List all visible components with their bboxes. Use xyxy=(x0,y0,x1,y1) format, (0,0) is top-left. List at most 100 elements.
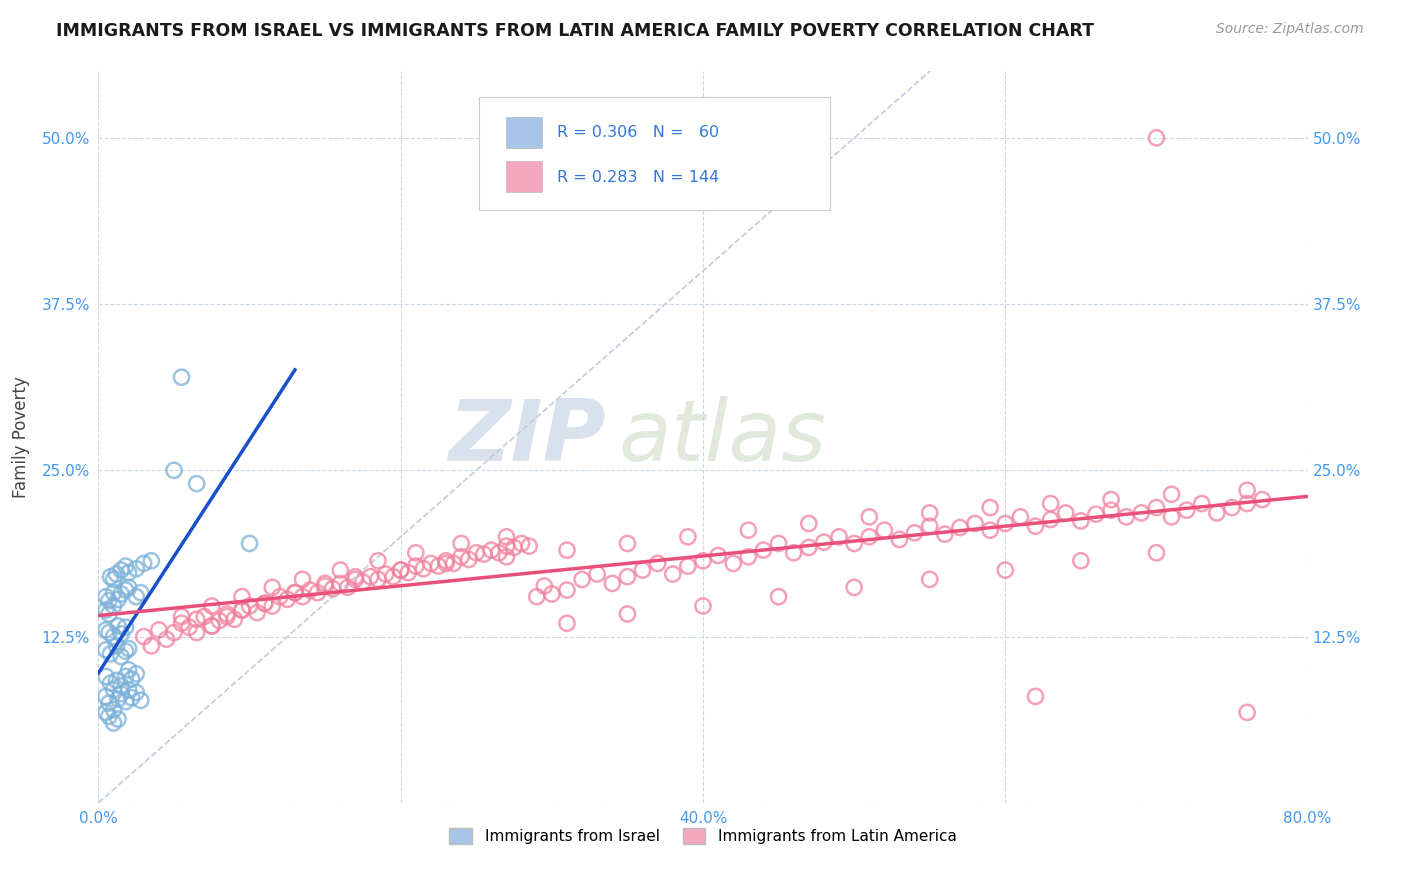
Y-axis label: Family Poverty: Family Poverty xyxy=(13,376,31,498)
Point xyxy=(94,590,117,604)
Point xyxy=(457,552,479,566)
Point xyxy=(1220,500,1243,515)
Point xyxy=(1251,492,1274,507)
Point xyxy=(405,546,427,560)
Point xyxy=(367,554,389,568)
Point xyxy=(299,582,322,597)
Point xyxy=(797,541,820,555)
Point xyxy=(1236,706,1258,720)
Point xyxy=(434,557,457,571)
Point xyxy=(616,607,638,621)
Point xyxy=(208,614,231,628)
Point xyxy=(141,554,163,568)
Point xyxy=(262,599,284,613)
Point xyxy=(253,596,276,610)
Text: atlas: atlas xyxy=(619,395,827,479)
Point xyxy=(239,536,262,550)
Point xyxy=(450,549,472,564)
Point xyxy=(118,682,141,697)
Point xyxy=(118,641,141,656)
Point xyxy=(555,543,578,558)
Point xyxy=(1144,131,1167,145)
Point xyxy=(783,546,806,560)
Point xyxy=(94,623,117,637)
Point xyxy=(994,563,1017,577)
Point xyxy=(1024,519,1046,533)
Point xyxy=(118,580,141,594)
Point xyxy=(186,476,208,491)
Point xyxy=(114,582,136,597)
Point xyxy=(314,579,336,593)
Point xyxy=(107,712,129,726)
Point xyxy=(186,612,208,626)
Point xyxy=(129,585,152,599)
Point xyxy=(1160,509,1182,524)
Point xyxy=(94,603,117,617)
Point xyxy=(1236,483,1258,498)
Point xyxy=(904,525,927,540)
Point xyxy=(231,603,253,617)
Point xyxy=(118,663,141,677)
Point xyxy=(405,559,427,574)
Point xyxy=(602,576,624,591)
Point xyxy=(1160,487,1182,501)
Point xyxy=(389,563,412,577)
Point xyxy=(555,582,578,597)
Point xyxy=(374,567,396,582)
Point xyxy=(873,523,896,537)
Point xyxy=(269,590,291,604)
Point xyxy=(291,573,314,587)
Point xyxy=(103,630,125,644)
Point xyxy=(526,590,548,604)
Point xyxy=(103,682,125,697)
Point xyxy=(201,599,224,613)
Point xyxy=(193,609,215,624)
Point xyxy=(215,609,238,624)
Point xyxy=(276,592,298,607)
Point xyxy=(1115,509,1137,524)
Point xyxy=(844,536,866,550)
Point xyxy=(352,575,374,590)
Point xyxy=(737,549,759,564)
Point xyxy=(163,463,186,477)
Point xyxy=(100,647,122,661)
Point xyxy=(828,530,851,544)
Point xyxy=(797,516,820,531)
Point xyxy=(1144,500,1167,515)
Text: R = 0.306   N =   60: R = 0.306 N = 60 xyxy=(557,125,718,139)
Point xyxy=(360,570,382,584)
Legend: Immigrants from Israel, Immigrants from Latin America: Immigrants from Israel, Immigrants from … xyxy=(443,822,963,850)
Point xyxy=(94,669,117,683)
Text: R = 0.283   N = 144: R = 0.283 N = 144 xyxy=(557,169,718,185)
Point xyxy=(336,580,359,594)
Text: Source: ZipAtlas.com: Source: ZipAtlas.com xyxy=(1216,22,1364,37)
Point xyxy=(132,630,155,644)
Point xyxy=(103,703,125,717)
Point xyxy=(224,612,246,626)
Point xyxy=(692,554,714,568)
Point xyxy=(495,549,517,564)
Point xyxy=(1039,497,1062,511)
Point xyxy=(329,563,352,577)
Point xyxy=(450,536,472,550)
Point xyxy=(737,523,759,537)
Point xyxy=(465,546,488,560)
Point xyxy=(752,543,775,558)
Point xyxy=(344,570,367,584)
Point xyxy=(661,567,683,582)
Point xyxy=(1024,690,1046,704)
Point xyxy=(918,573,941,587)
Point xyxy=(443,557,465,571)
Point xyxy=(98,607,121,621)
Point xyxy=(307,585,329,599)
FancyBboxPatch shape xyxy=(506,161,543,192)
Point xyxy=(262,580,284,594)
Point xyxy=(132,557,155,571)
Point xyxy=(949,520,972,534)
Point xyxy=(105,639,128,653)
Point xyxy=(889,533,911,547)
Point xyxy=(239,599,262,613)
Point xyxy=(412,562,434,576)
Point xyxy=(114,620,136,634)
Point xyxy=(201,619,224,633)
